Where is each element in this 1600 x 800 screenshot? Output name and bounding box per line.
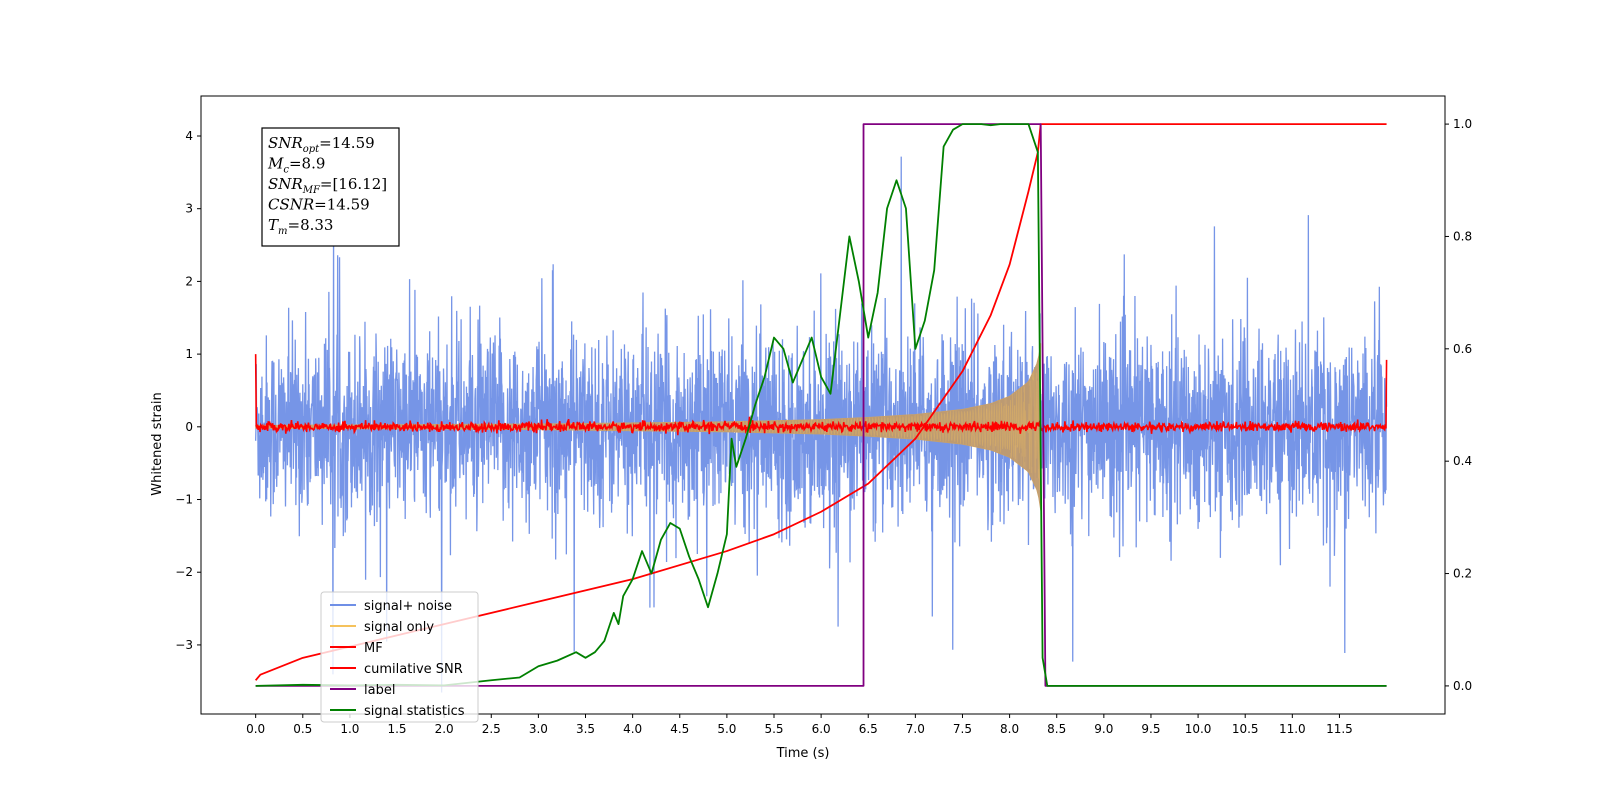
axes-layer: 0.0 0.5 1.0 1.5 2.0 2.5 3.0 3.5 4.0 4.5 5.0 5.5 6.0 6…: [175, 95, 1472, 736]
x-tick-label: 2.5: [482, 722, 501, 736]
x-tick-label: 0.5: [293, 722, 312, 736]
y-right-tick-label: 1.0: [1453, 117, 1472, 131]
x-tick-label: 5.5: [764, 722, 783, 736]
x-tick-label: 11.5: [1326, 722, 1353, 736]
y-left-tick-label: −3: [175, 638, 193, 652]
x-tick-label: 2.0: [435, 722, 454, 736]
legend-frame: [320, 591, 479, 723]
legend-label: signal statistics: [364, 704, 465, 719]
plot-area: [254, 123, 1388, 693]
y-right-tick-label: 0.0: [1453, 679, 1472, 693]
annotation-box: SNRopt=14.59Mc=8.9SNRMF=[16.12]CSNR=14.5…: [261, 127, 400, 247]
legend-label: MF: [364, 641, 383, 656]
y-left-tick-label: 2: [185, 274, 193, 288]
y-left-tick-label: −1: [175, 493, 193, 507]
x-tick-label: 8.5: [1047, 722, 1066, 736]
x-tick-label: 6.5: [859, 722, 878, 736]
x-tick-label: 10.5: [1232, 722, 1259, 736]
x-tick-label: 3.5: [576, 722, 595, 736]
y-right-tick-label: 0.6: [1453, 342, 1472, 356]
y-right-tick-label: 0.4: [1453, 454, 1472, 468]
y-left-tick-label: 1: [185, 347, 193, 361]
x-tick-label: 1.0: [340, 722, 359, 736]
x-tick-label: 9.5: [1141, 722, 1160, 736]
series-mf-line: [254, 354, 1388, 436]
y-right-tick-label: 0.8: [1453, 229, 1472, 243]
legend-label: label: [364, 683, 395, 698]
axes-frame: [200, 95, 1446, 715]
annotation-line: CSNR=14.59: [268, 196, 370, 214]
x-tick-label: 11.0: [1279, 722, 1306, 736]
x-tick-label: 6.0: [812, 722, 831, 736]
annotation-line: Tm=8.33: [268, 216, 333, 237]
x-tick-label: 10.0: [1185, 722, 1212, 736]
series-signal-statistics-line: [255, 123, 1387, 687]
legend-label: signal only: [364, 620, 434, 635]
legend-label: cumilative SNR: [364, 662, 463, 677]
annotation-line: SNRMF=[16.12]: [268, 175, 387, 196]
annotation-line: SNRopt=14.59: [268, 134, 375, 155]
x-tick-label: 8.0: [1000, 722, 1019, 736]
legend: signal+ noise signal only MF cumilative SNR…: [320, 591, 479, 723]
y-axis-label-left: Whitened strain: [150, 392, 165, 495]
y-left-tick-label: 0: [185, 420, 193, 434]
y-left-tick-label: −2: [175, 565, 193, 579]
x-tick-label: 5.0: [717, 722, 736, 736]
x-tick-label: 7.0: [906, 722, 925, 736]
x-tick-label: 9.0: [1094, 722, 1113, 736]
annotation-line: Mc=8.9: [267, 155, 325, 176]
y-left-tick-label: 4: [185, 129, 193, 143]
legend-label: signal+ noise: [364, 599, 452, 614]
annotation-frame: [261, 127, 400, 247]
x-tick-label: 4.5: [670, 722, 689, 736]
x-tick-label: 0.0: [246, 722, 265, 736]
y-right-tick-label: 0.2: [1453, 567, 1472, 581]
x-tick-label: 7.5: [953, 722, 972, 736]
x-tick-label: 1.5: [387, 722, 406, 736]
x-tick-label: 3.0: [529, 722, 548, 736]
x-axis-label: Time (s): [776, 746, 830, 761]
y-left-tick-label: 3: [185, 202, 193, 216]
x-tick-label: 4.0: [623, 722, 642, 736]
